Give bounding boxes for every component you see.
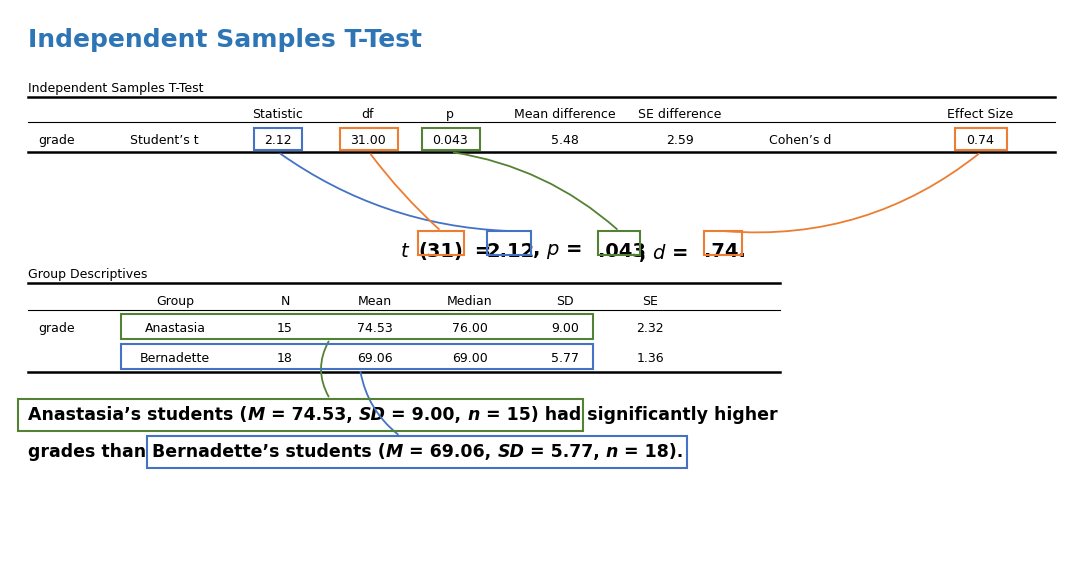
Text: , $p$ =: , $p$ = <box>532 242 584 261</box>
Text: = 69.06,: = 69.06, <box>403 443 497 461</box>
Bar <box>18 399 583 431</box>
Bar <box>254 128 302 150</box>
Text: grade: grade <box>38 322 75 335</box>
Text: = 18).: = 18). <box>618 443 684 461</box>
Text: 2.12: 2.12 <box>487 242 535 261</box>
Text: 0.043: 0.043 <box>432 134 468 147</box>
Text: Bernadette’s students (: Bernadette’s students ( <box>152 443 386 461</box>
Text: 2.12: 2.12 <box>264 134 292 147</box>
Text: Independent Samples T-Test: Independent Samples T-Test <box>28 82 204 95</box>
Text: 5.77: 5.77 <box>552 352 579 365</box>
Text: Group: Group <box>156 295 194 308</box>
Text: SE difference: SE difference <box>638 108 722 121</box>
Text: $t$: $t$ <box>400 242 410 261</box>
Text: 18: 18 <box>277 352 293 365</box>
Text: 76.00: 76.00 <box>452 322 488 335</box>
Text: M: M <box>386 443 403 461</box>
Text: Bernadette: Bernadette <box>139 352 210 365</box>
Text: = 5.77,: = 5.77, <box>524 443 606 461</box>
Text: 1.36: 1.36 <box>636 352 664 365</box>
Text: n: n <box>606 443 618 461</box>
Text: 69.06: 69.06 <box>357 352 393 365</box>
Text: 31.00: 31.00 <box>350 134 386 147</box>
Text: = 9.00,: = 9.00, <box>385 406 467 424</box>
Text: SD: SD <box>358 406 385 424</box>
Text: Mean: Mean <box>358 295 392 308</box>
Text: = 74.53,: = 74.53, <box>265 406 358 424</box>
Text: Group Descriptives: Group Descriptives <box>28 268 147 281</box>
Text: Anastasia’s students (: Anastasia’s students ( <box>28 406 248 424</box>
Text: 5.48: 5.48 <box>552 134 579 147</box>
Text: Cohen’s d: Cohen’s d <box>769 134 832 147</box>
Bar <box>487 231 531 255</box>
Text: df: df <box>362 108 374 121</box>
Text: =: = <box>468 242 498 261</box>
Text: grade: grade <box>38 134 75 147</box>
Text: 0.74: 0.74 <box>966 134 994 147</box>
Bar <box>418 231 464 255</box>
Text: Anastasia: Anastasia <box>145 322 206 335</box>
Bar <box>422 128 480 150</box>
Bar <box>955 128 1006 150</box>
Bar <box>121 344 593 369</box>
Text: , $d$ =: , $d$ = <box>638 242 690 264</box>
Text: n: n <box>467 406 480 424</box>
Text: SE: SE <box>642 295 658 308</box>
Text: Independent Samples T-Test: Independent Samples T-Test <box>28 28 422 52</box>
Text: 69.00: 69.00 <box>452 352 488 365</box>
Text: SD: SD <box>556 295 574 308</box>
Text: Effect Size: Effect Size <box>946 108 1013 121</box>
Text: .043: .043 <box>598 242 646 261</box>
Text: M: M <box>248 406 265 424</box>
Text: N: N <box>280 295 290 308</box>
Text: grades than: grades than <box>28 443 152 461</box>
Text: .74.: .74. <box>704 242 746 261</box>
Text: Mean difference: Mean difference <box>514 108 616 121</box>
Bar <box>704 231 743 255</box>
Text: = 15) had significantly higher: = 15) had significantly higher <box>480 406 777 424</box>
Bar <box>340 128 398 150</box>
Text: Statistic: Statistic <box>252 108 304 121</box>
Bar <box>598 231 640 255</box>
Text: p: p <box>446 108 454 121</box>
Text: (31): (31) <box>418 242 462 261</box>
Text: 9.00: 9.00 <box>552 322 579 335</box>
Text: Median: Median <box>447 295 493 308</box>
Text: 74.53: 74.53 <box>357 322 393 335</box>
Text: 2.32: 2.32 <box>636 322 664 335</box>
Text: Student’s t: Student’s t <box>130 134 199 147</box>
Text: 15: 15 <box>277 322 293 335</box>
Text: SD: SD <box>497 443 524 461</box>
Bar <box>147 436 687 468</box>
Bar <box>121 314 593 339</box>
Text: 2.59: 2.59 <box>666 134 694 147</box>
